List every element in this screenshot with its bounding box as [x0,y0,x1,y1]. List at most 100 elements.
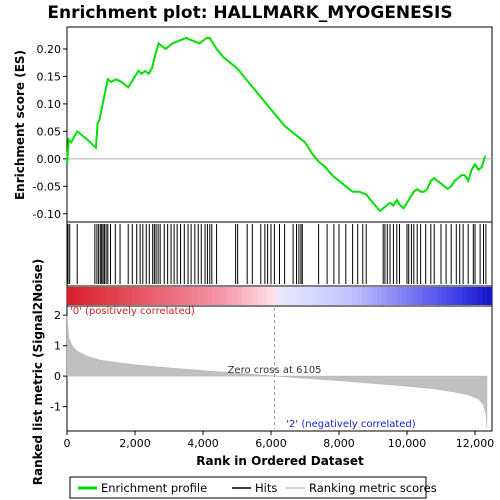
legend: Enrichment profile Hits Ranking metric s… [69,476,437,499]
color-bar-segment [242,287,248,305]
color-bar-segment [112,287,118,305]
color-bar-segment [192,287,198,305]
color-bar-segment [272,287,278,305]
x-tick-label: 6,000 [255,437,287,450]
color-bar-segment [367,287,373,305]
color-bar-segment [107,287,113,305]
color-bar-segment [207,287,213,305]
color-bar-segment [257,287,263,305]
x-axis-label: Rank in Ordered Dataset [196,454,364,468]
color-bar-segment [202,287,208,305]
color-bar-segment [167,287,173,305]
color-bar-segment [417,287,423,305]
x-tick-label: 12,000 [456,437,495,450]
color-bar-segment [407,287,413,305]
color-bar-segment [322,287,328,305]
color-bar-segment [237,287,243,305]
color-bar-segment [477,287,483,305]
color-bar-segment [447,287,453,305]
color-bar-segment [327,287,333,305]
negative-correlation-label: '2' (negatively correlated) [286,419,415,430]
color-bar-segment [232,287,238,305]
color-bar-segment [142,287,148,305]
x-tick-label: 2,000 [119,437,151,450]
color-bar-segment [132,287,138,305]
color-bar-segment [382,287,388,305]
rank-y-axis-label: Ranked list metric (Signal2Noise) [31,259,45,486]
hit-marks [67,224,487,284]
color-bar-segment [102,287,108,305]
legend-label-ranking-metric: Ranking metric scores [309,481,437,495]
color-bar-segment [312,287,318,305]
color-bar-segment [372,287,378,305]
color-bar-segment [332,287,338,305]
zero-cross-label: Zero cross at 6105 [228,365,322,376]
color-bar-segment [82,287,88,305]
color-bar-segment [302,287,308,305]
color-bar-segment [247,287,253,305]
color-bar-segment [262,287,268,305]
color-bar-segment [172,287,178,305]
es-y-tick-label: 0.15 [37,70,62,83]
rank-y-axis: 2 1 0 -1 [50,309,67,414]
color-bar-segment [147,287,153,305]
color-bar-segment [457,287,463,305]
color-bar-segment [397,287,403,305]
es-y-tick-label: 0.20 [37,43,62,56]
es-y-tick-label: -0.05 [33,180,61,193]
color-bar-segment [72,287,78,305]
es-y-tick-label: 0.05 [37,125,62,138]
es-y-axis-label: Enrichment score (ES) [13,50,27,200]
ranking-color-bar [66,285,493,307]
rank-y-tick-label: 1 [54,340,61,353]
color-bar-segment [307,287,313,305]
color-bar-segment [482,287,488,305]
color-bar-segment [297,287,303,305]
color-bar-segment [182,287,188,305]
color-bar-segment [162,287,168,305]
color-bar-segment [362,287,368,305]
chart-title: Enrichment plot: HALLMARK_MYOGENESIS [47,3,452,23]
color-bar-segment [422,287,428,305]
rank-y-tick-label: 2 [54,309,61,322]
color-bar-segment [357,287,363,305]
color-bar-segment [197,287,203,305]
color-bar-segment [227,287,233,305]
x-tick-label: 8,000 [323,437,355,450]
color-bar-segment [177,287,183,305]
color-bar-segment [277,287,283,305]
color-bar-segment [347,287,353,305]
color-bar-segment [67,287,73,305]
rank-y-tick-label: 0 [54,370,61,383]
color-bar-segment [432,287,438,305]
color-bar-segment [77,287,83,305]
color-bar-segment [292,287,298,305]
color-bar-segment [212,287,218,305]
color-bar-segment [337,287,343,305]
color-bar-segment [317,287,323,305]
color-bar-segment [412,287,418,305]
color-bar-segment [252,287,258,305]
es-y-tick-label: 0.10 [37,98,62,111]
color-bar-segment [452,287,458,305]
color-bar-segment [152,287,158,305]
x-axis: 0 2,000 4,000 6,000 8,000 10,000 12,000 [64,431,495,450]
color-bar-segment [402,287,408,305]
x-tick-label: 10,000 [388,437,427,450]
color-bar-segment [97,287,103,305]
positive-correlation-label: '0' (positively correlated) [70,306,195,317]
rank-y-tick-label: -1 [50,401,61,414]
color-bar-segment [442,287,448,305]
es-y-tick-label: 0.00 [37,153,62,166]
enrichment-score-panel: 0.20 0.15 0.10 0.05 0.00 -0.05 -0.10 Enrichmen… [13,26,493,223]
color-bar-segment [342,287,348,305]
es-y-tick-label: -0.10 [33,208,61,221]
x-tick-label: 0 [64,437,71,450]
color-bar-segment [187,287,193,305]
color-bar-segment [87,287,93,305]
enrichment-profile-line [66,36,487,213]
color-bar-segment [137,287,143,305]
color-bar-segment [462,287,468,305]
